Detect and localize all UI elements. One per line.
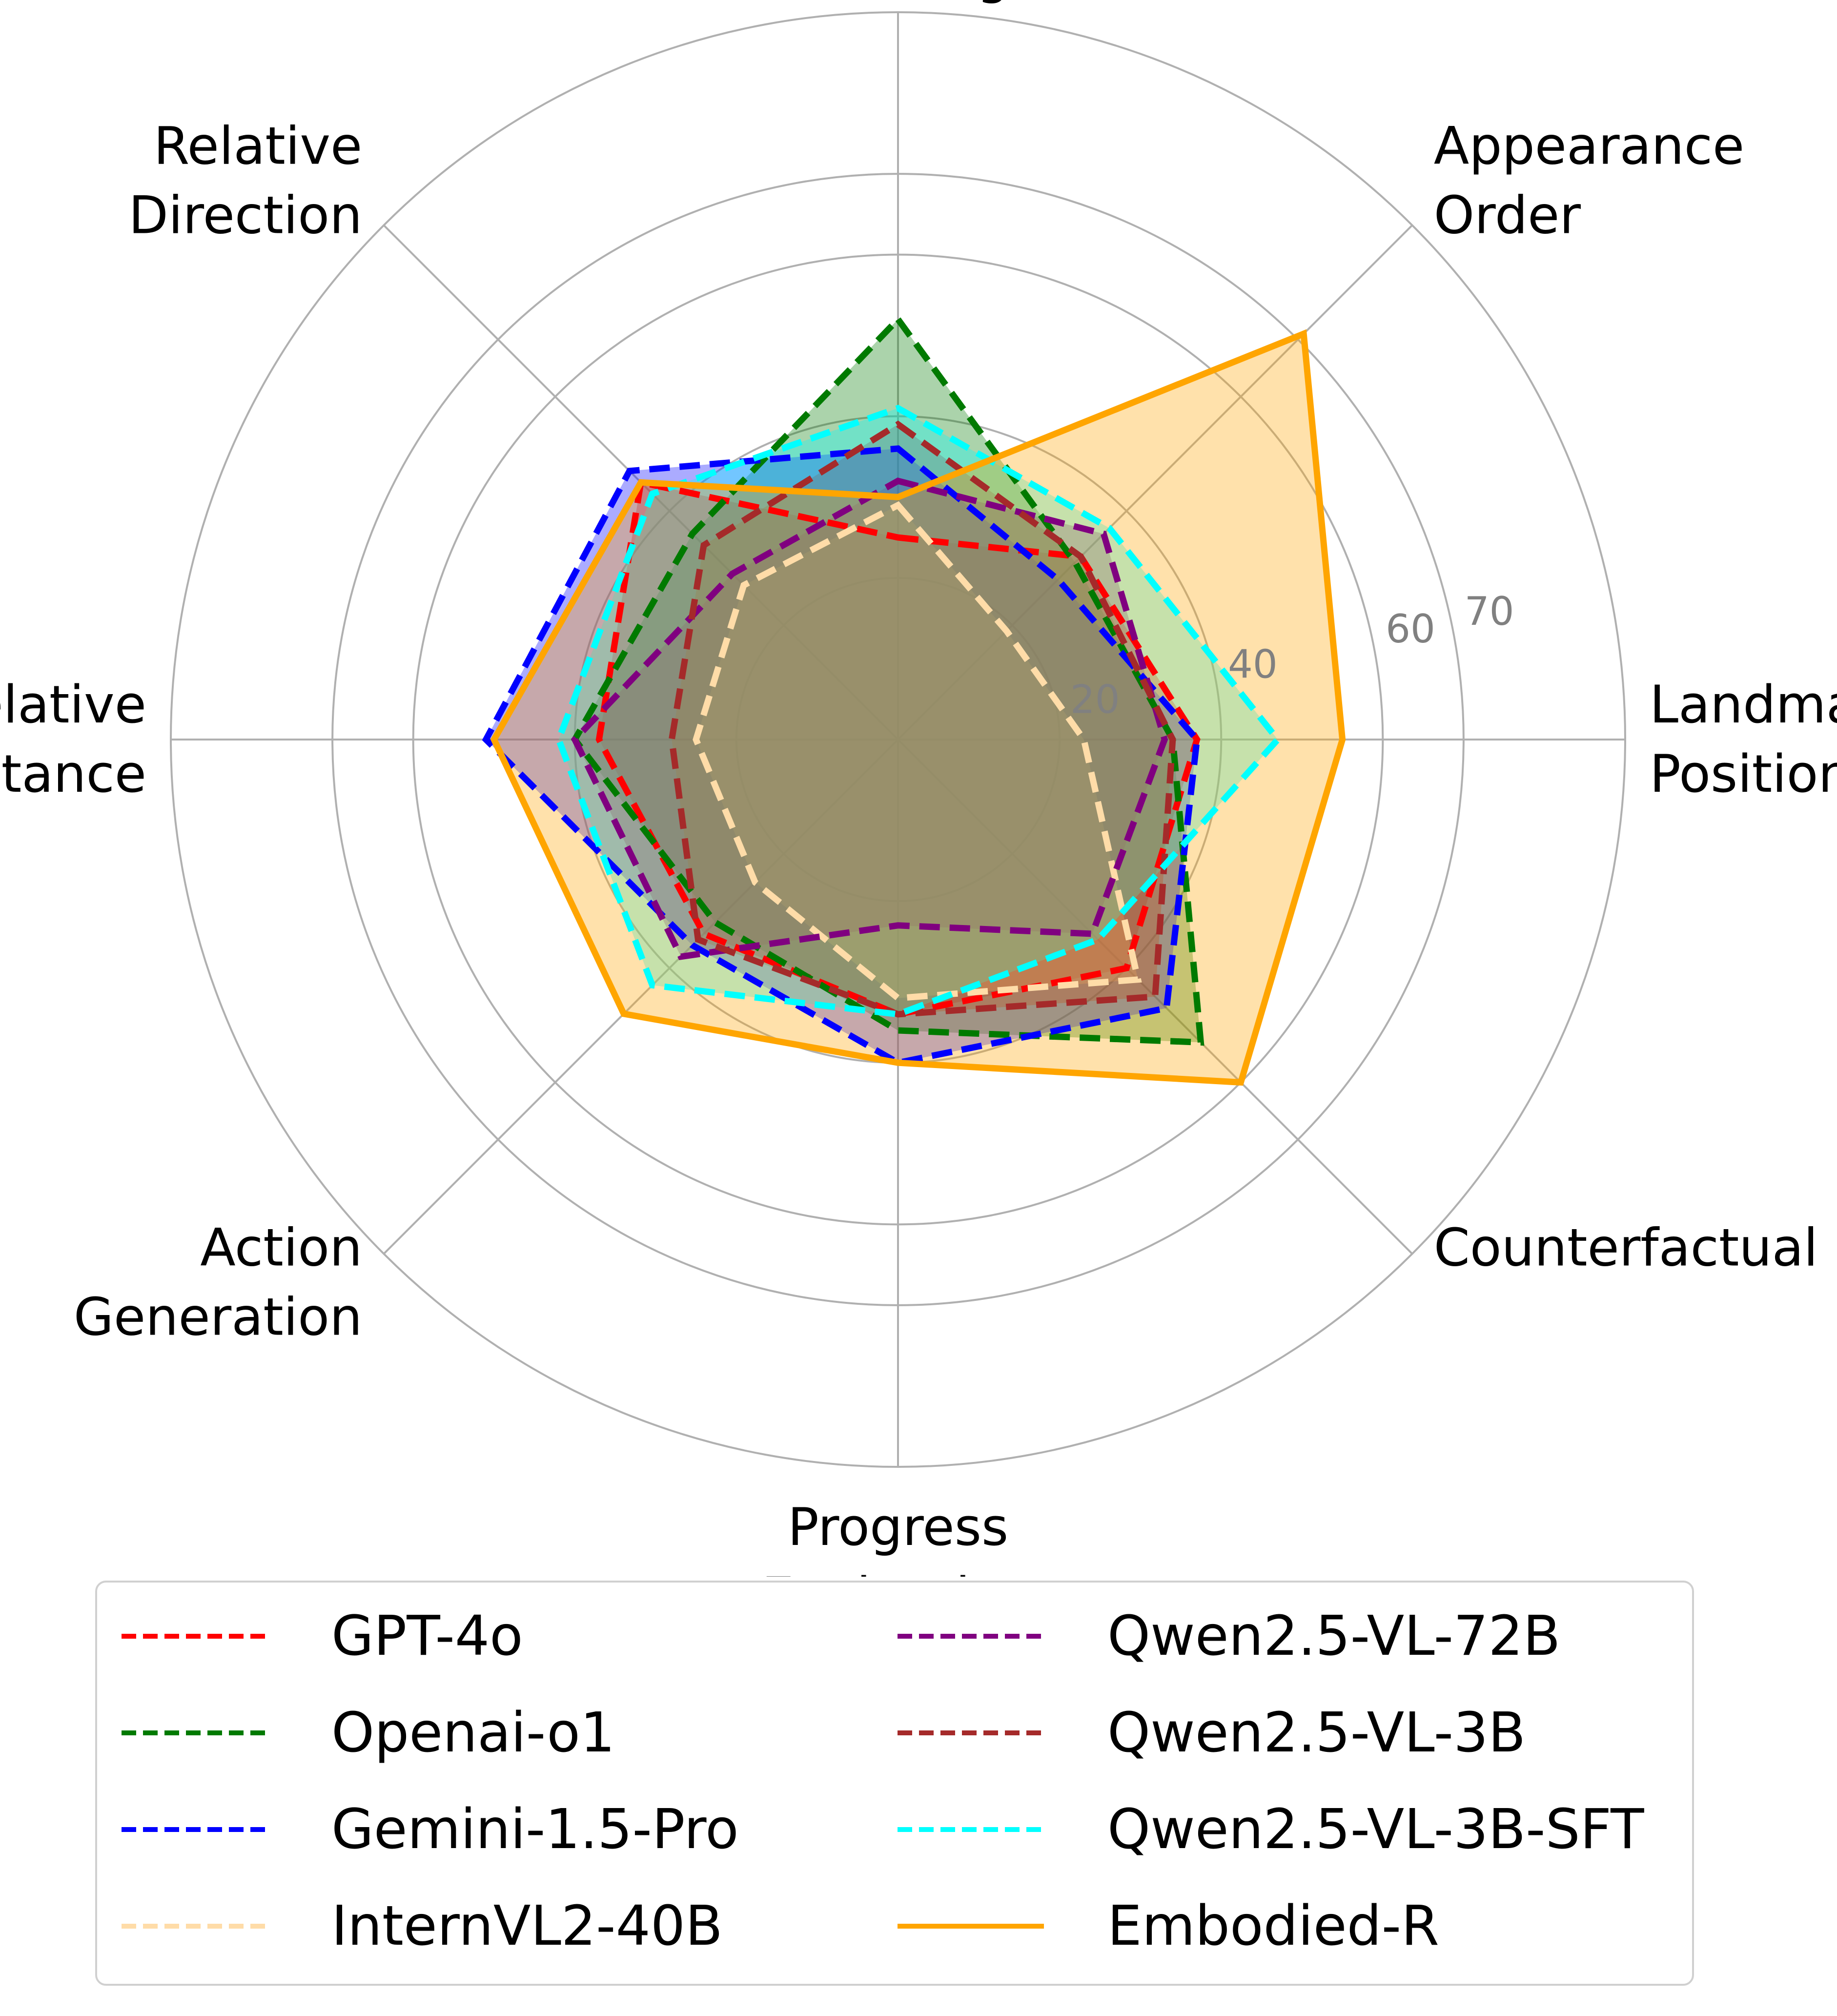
- legend-swatch: [122, 1827, 268, 1832]
- legend-item: Openai-o1: [122, 1684, 615, 1782]
- legend-swatch: [898, 1827, 1044, 1832]
- radial-tick-label: 70: [1465, 589, 1514, 634]
- series-line-0: [595, 478, 1201, 1018]
- legend-label: Qwen2.5-VL-3B: [1107, 1701, 1526, 1765]
- legend-swatch: [898, 1924, 1044, 1929]
- category-label-line: Appearance: [1434, 116, 1744, 176]
- grid-spoke: [897, 739, 1413, 1255]
- category-label-line: Evaluation: [761, 1566, 1034, 1577]
- series-fill-6: [558, 408, 1278, 1014]
- category-label-line: Action: [200, 1218, 362, 1278]
- radial-tick-label: 60: [1386, 606, 1435, 652]
- series-line-1: [571, 314, 1204, 1046]
- category-label-line: Progress: [788, 1497, 1008, 1557]
- category-label: Relative Distance: [0, 675, 146, 804]
- series-line-6: [555, 405, 1282, 1018]
- radial-tick-labels: 20 40 60 70: [1070, 589, 1514, 722]
- series-line-7: [490, 329, 1346, 1086]
- series-fill-2: [486, 449, 1197, 1063]
- category-label-line: Planning: [787, 0, 1010, 5]
- category-label-line: Landmark: [1650, 675, 1837, 735]
- category-label-line: Relative: [154, 116, 362, 176]
- category-label: Appearance Order: [1434, 116, 1744, 245]
- category-label-line: Counterfactual: [1434, 1218, 1818, 1278]
- series-fill-4: [574, 481, 1165, 957]
- chart-legend: GPT-4o Openai-o1 Gemini-1.5-Pro InternVL2-4…: [95, 1581, 1694, 1986]
- radial-tick-label: 20: [1070, 677, 1120, 722]
- legend-label: Qwen2.5-VL-3B-SFT: [1107, 1798, 1644, 1861]
- series-lines: [482, 314, 1346, 1086]
- category-label-line: Generation: [74, 1287, 362, 1347]
- category-label-line: Order: [1434, 185, 1581, 245]
- grid-spoke: [383, 739, 899, 1255]
- legend-item: Qwen2.5-VL-72B: [898, 1587, 1560, 1685]
- legend-item: Embodied-R: [898, 1877, 1439, 1975]
- legend-swatch: [898, 1634, 1044, 1639]
- radial-tick-label: 40: [1228, 641, 1278, 687]
- legend-label: Gemini-1.5-Pro: [331, 1798, 739, 1861]
- category-label: Relative Direction: [128, 116, 362, 245]
- category-label: Landmark Position: [1650, 675, 1837, 804]
- series-fill-0: [599, 482, 1197, 1014]
- legend-label: Openai-o1: [331, 1701, 615, 1765]
- legend-item: Qwen2.5-VL-3B: [898, 1684, 1526, 1782]
- legend-swatch: [122, 1730, 268, 1735]
- series-line-5: [668, 420, 1176, 1018]
- category-label-line: Direction: [128, 185, 362, 245]
- legend-swatch: [122, 1634, 268, 1639]
- legend-item: InternVL2-40B: [122, 1877, 723, 1975]
- series-line-2: [482, 445, 1201, 1067]
- category-label: Progress Evaluation: [761, 1497, 1034, 1577]
- legend-item: Qwen2.5-VL-3B-SFT: [898, 1781, 1644, 1878]
- legend-item: GPT-4o: [122, 1587, 523, 1685]
- legend-label: GPT-4o: [331, 1605, 523, 1668]
- legend-label: InternVL2-40B: [331, 1894, 723, 1958]
- series-fills: [486, 319, 1343, 1083]
- radar-grid: [170, 11, 1626, 1468]
- series-line-4: [571, 477, 1168, 960]
- grid-spoke: [897, 224, 1413, 741]
- series-fill-3: [696, 505, 1138, 998]
- series-fill-1: [574, 319, 1201, 1043]
- legend-label: Qwen2.5-VL-72B: [1107, 1605, 1561, 1668]
- category-label: Counterfactual: [1434, 1218, 1818, 1278]
- legend-swatch: [122, 1924, 268, 1929]
- legend-label: Embodied-R: [1107, 1894, 1439, 1958]
- category-label-line: Distance: [0, 744, 146, 804]
- legend-swatch: [898, 1730, 1044, 1735]
- category-label-line: Relative: [0, 675, 146, 735]
- radar-chart: 20 40 60 70 RoutePlanning Appearance Order Lan…: [0, 0, 1837, 1577]
- category-labels: RoutePlanning Appearance Order Landmark Posi…: [0, 0, 1837, 1577]
- category-label-line: Position: [1650, 744, 1837, 804]
- category-label: RoutePlanning: [787, 0, 1010, 5]
- series-fill-7: [494, 333, 1343, 1083]
- legend-item: Gemini-1.5-Pro: [122, 1781, 739, 1878]
- category-label: Action Generation: [74, 1218, 362, 1347]
